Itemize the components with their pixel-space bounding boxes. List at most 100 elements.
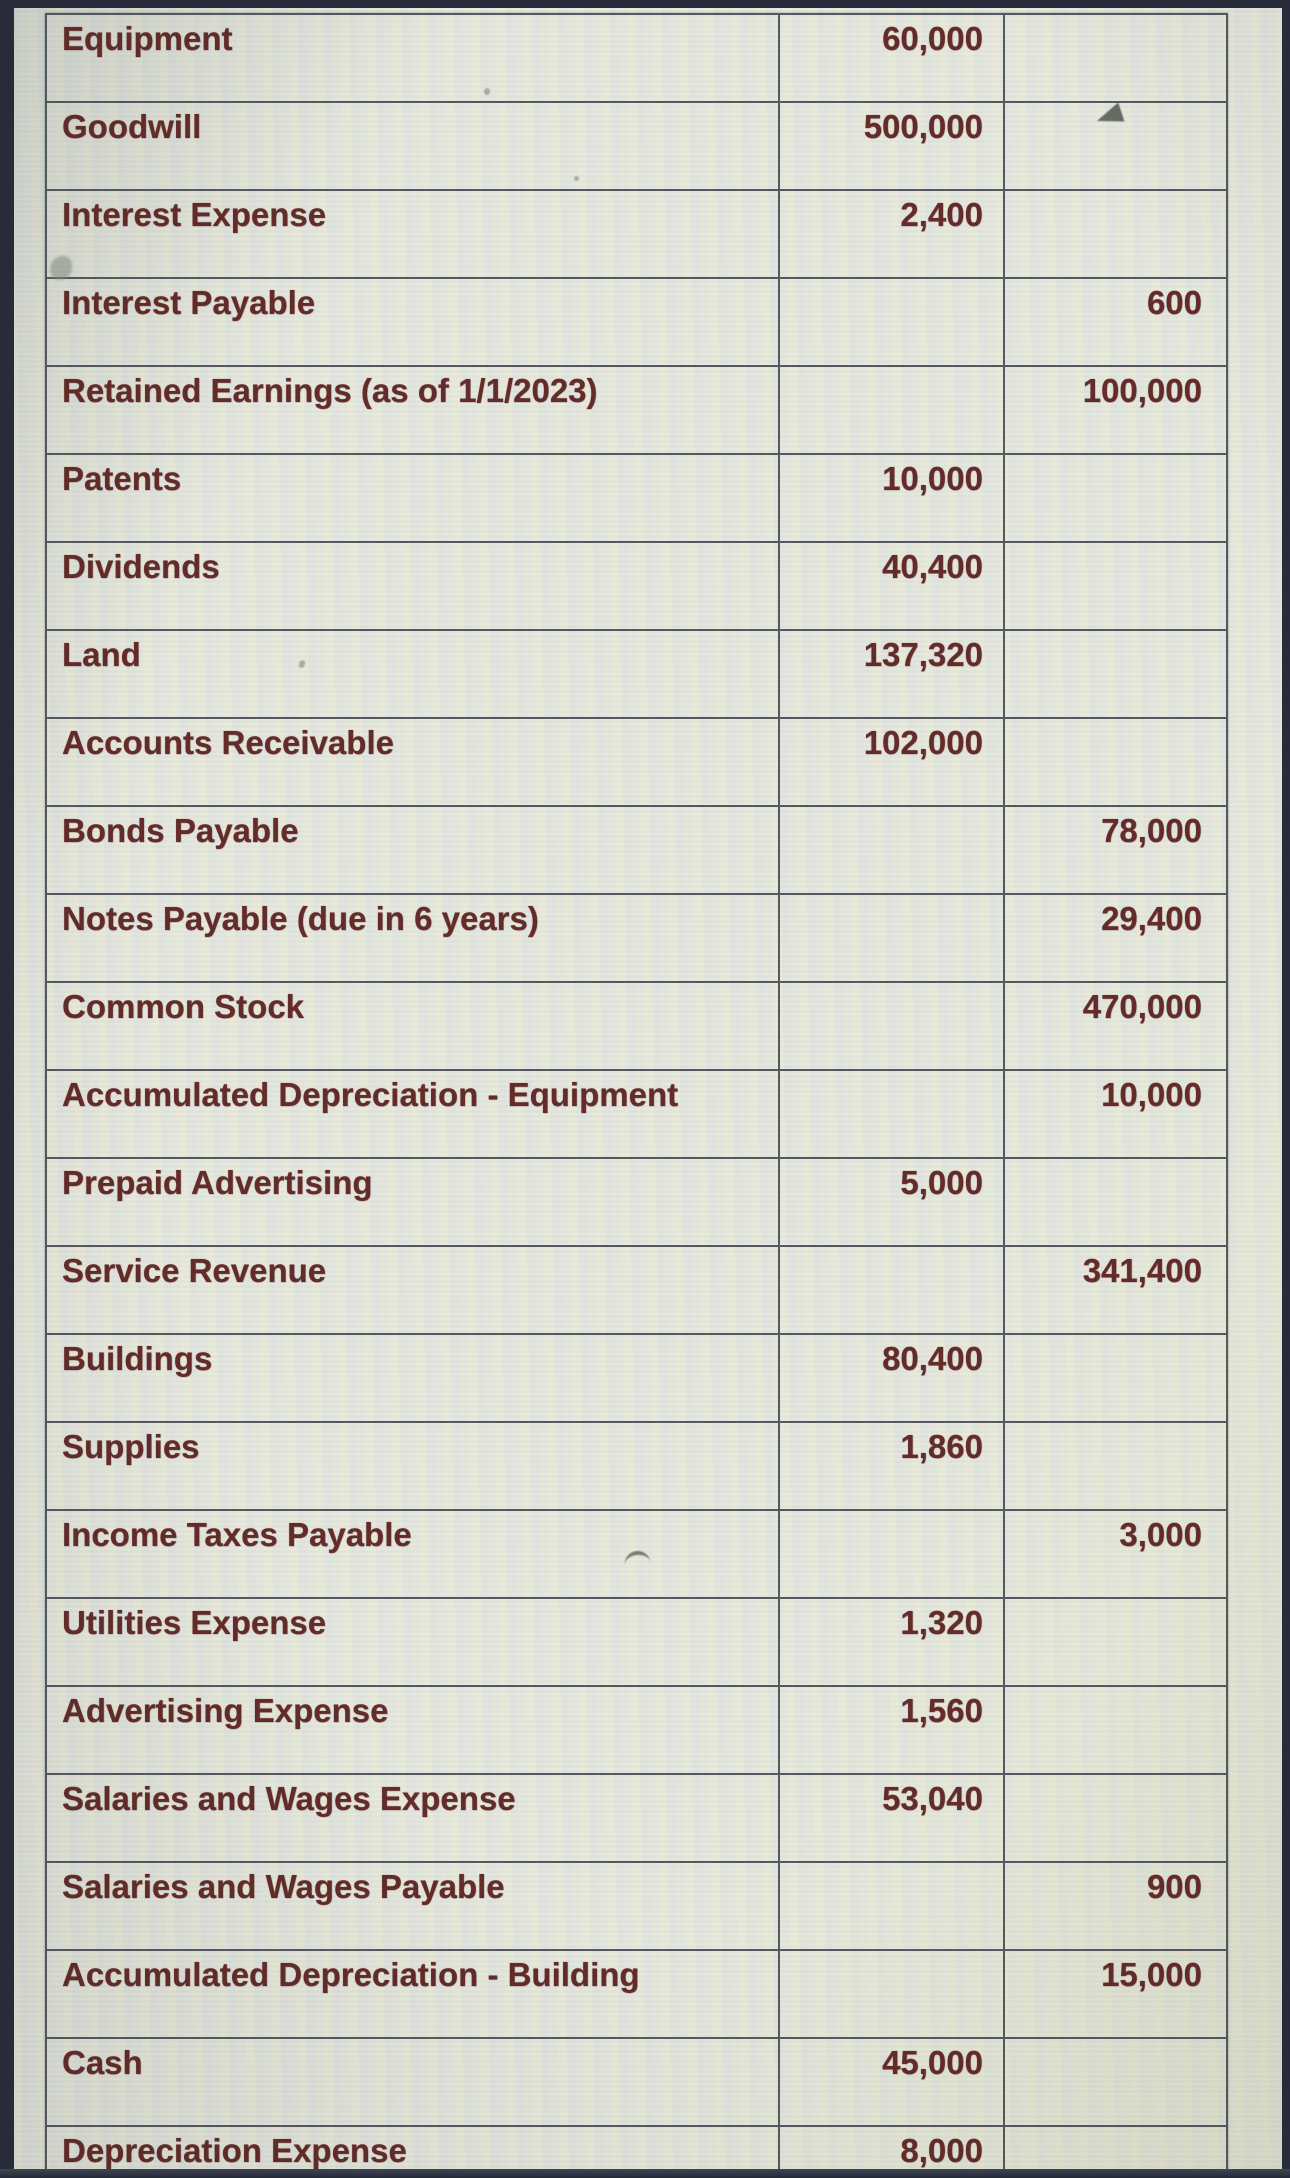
account-name-cell: Supplies — [47, 1423, 780, 1509]
credit-amount-cell: 10,000 — [1101, 1076, 1202, 1113]
credit-amount-cell: 470,000 — [1082, 988, 1202, 1025]
debit-amount-cell: 1,860 — [780, 1423, 1005, 1509]
account-name-cell: Patents — [47, 455, 780, 541]
table-row: Buildings 80,400 — [47, 1335, 1226, 1423]
table-row: Income Taxes Payable 3,000 — [47, 1511, 1226, 1599]
table-row: Patents 10,000 — [47, 455, 1226, 543]
account-name-cell: Advertising Expense — [47, 1687, 780, 1773]
debit-amount-cell — [780, 279, 1005, 365]
table-row: Accumulated Depreciation - Building 15,0… — [47, 1951, 1226, 2039]
credit-amount-cell — [1005, 1599, 1226, 1685]
table-row: Goodwill 500,000 — [47, 103, 1226, 191]
credit-amount-cell: 100,000 — [1082, 372, 1202, 409]
account-name-cell: Prepaid Advertising — [47, 1159, 780, 1245]
account-name-cell: Dividends — [47, 543, 780, 629]
debit-amount-cell: 2,400 — [780, 191, 1005, 277]
debit-amount-cell: 5,000 — [780, 1159, 1005, 1245]
account-name-cell: Interest Payable — [47, 279, 780, 365]
debit-amount-cell — [780, 1951, 1005, 2037]
debit-amount-cell: 8,000 — [780, 2127, 1005, 2170]
credit-amount-cell — [1005, 2127, 1226, 2170]
photo-bottom-edge — [0, 2169, 1290, 2178]
credit-amount-cell — [1005, 455, 1226, 541]
credit-amount-cell — [1005, 719, 1226, 805]
account-name-cell: Common Stock — [47, 983, 780, 1069]
table-row: Bonds Payable 78,000 — [47, 807, 1226, 895]
debit-amount-cell: 60,000 — [780, 15, 1005, 101]
debit-amount-cell: 80,400 — [780, 1335, 1005, 1421]
credit-amount-cell: 600 — [1146, 284, 1202, 321]
table-row: Cash 45,000 — [47, 2039, 1226, 2127]
account-name-cell: Income Taxes Payable — [47, 1511, 780, 1597]
trial-balance-table: Equipment 60,000 Goodwill 500,000 Intere… — [45, 13, 1228, 2170]
account-name-cell: Accounts Receivable — [47, 719, 780, 805]
debit-amount-cell — [780, 807, 1005, 893]
debit-amount-cell: 45,000 — [780, 2039, 1005, 2125]
table-row: Supplies 1,860 — [47, 1423, 1226, 1511]
credit-amount-cell — [1005, 631, 1226, 717]
account-name-cell: Retained Earnings (as of 1/1/2023) — [47, 367, 780, 453]
credit-amount-cell — [1005, 15, 1226, 101]
debit-amount-cell — [780, 895, 1005, 981]
table-row: Advertising Expense 1,560 — [47, 1687, 1226, 1775]
debit-amount-cell: 1,560 — [780, 1687, 1005, 1773]
debit-amount-cell: 102,000 — [780, 719, 1005, 805]
photo-speck — [484, 88, 490, 95]
account-name-cell: Accumulated Depreciation - Building — [47, 1951, 780, 2037]
debit-amount-cell — [780, 1863, 1005, 1949]
debit-amount-cell — [780, 983, 1005, 1069]
debit-amount-cell: 53,040 — [780, 1775, 1005, 1861]
debit-amount-cell: 1,320 — [780, 1599, 1005, 1685]
photo-speck — [574, 176, 579, 181]
credit-amount-cell: 29,400 — [1101, 900, 1202, 937]
table-row: Salaries and Wages Payable 900 — [47, 1863, 1226, 1951]
table-row: Land 137,320 — [47, 631, 1226, 719]
table-row: Service Revenue 341,400 — [47, 1247, 1226, 1335]
account-name-cell: Accumulated Depreciation - Equipment — [47, 1071, 780, 1157]
credit-amount-cell: 900 — [1146, 1868, 1202, 1905]
table-row: Depreciation Expense 8,000 — [47, 2127, 1226, 2170]
table-row: Interest Payable 600 — [47, 279, 1226, 367]
credit-amount-cell: 341,400 — [1082, 1252, 1202, 1289]
credit-amount-cell — [1005, 191, 1226, 277]
table-row: Dividends 40,400 — [47, 543, 1226, 631]
credit-amount-cell — [1005, 543, 1226, 629]
table-row: Common Stock 470,000 — [47, 983, 1226, 1071]
table-row: Utilities Expense 1,320 — [47, 1599, 1226, 1687]
account-name-cell: Goodwill — [47, 103, 780, 189]
account-name-cell: Salaries and Wages Expense — [47, 1775, 780, 1861]
account-name-cell: Equipment — [47, 15, 780, 101]
credit-amount-cell — [1005, 1423, 1226, 1509]
debit-amount-cell — [780, 367, 1005, 453]
table-row: Accumulated Depreciation - Equipment 10,… — [47, 1071, 1226, 1159]
credit-amount-cell: 3,000 — [1119, 1516, 1202, 1553]
account-name-cell: Depreciation Expense — [47, 2127, 780, 2170]
debit-amount-cell: 40,400 — [780, 543, 1005, 629]
debit-amount-cell — [780, 1071, 1005, 1157]
credit-amount-cell — [1005, 1775, 1226, 1861]
account-name-cell: Interest Expense — [47, 191, 780, 277]
account-name-cell: Service Revenue — [47, 1247, 780, 1333]
credit-amount-cell — [1005, 2039, 1226, 2125]
debit-amount-cell: 500,000 — [780, 103, 1005, 189]
credit-amount-cell: 78,000 — [1101, 812, 1202, 849]
account-name-cell: Buildings — [47, 1335, 780, 1421]
table-row: Notes Payable (due in 6 years) 29,400 — [47, 895, 1226, 983]
table-row: Accounts Receivable 102,000 — [47, 719, 1226, 807]
debit-amount-cell — [780, 1511, 1005, 1597]
table-row: Prepaid Advertising 5,000 — [47, 1159, 1226, 1247]
debit-amount-cell: 10,000 — [780, 455, 1005, 541]
table-row: Equipment 60,000 — [47, 15, 1226, 103]
account-name-cell: Bonds Payable — [47, 807, 780, 893]
table-row: Retained Earnings (as of 1/1/2023) 100,0… — [47, 367, 1226, 455]
account-name-cell: Utilities Expense — [47, 1599, 780, 1685]
debit-amount-cell: 137,320 — [780, 631, 1005, 717]
photo-smudge — [50, 256, 72, 280]
credit-amount-cell — [1005, 1335, 1226, 1421]
account-name-cell: Cash — [47, 2039, 780, 2125]
account-name-cell: Land — [47, 631, 780, 717]
credit-amount-cell — [1005, 1159, 1226, 1245]
table-row: Interest Expense 2,400 — [47, 191, 1226, 279]
screen-area: Equipment 60,000 Goodwill 500,000 Intere… — [14, 8, 1282, 2170]
